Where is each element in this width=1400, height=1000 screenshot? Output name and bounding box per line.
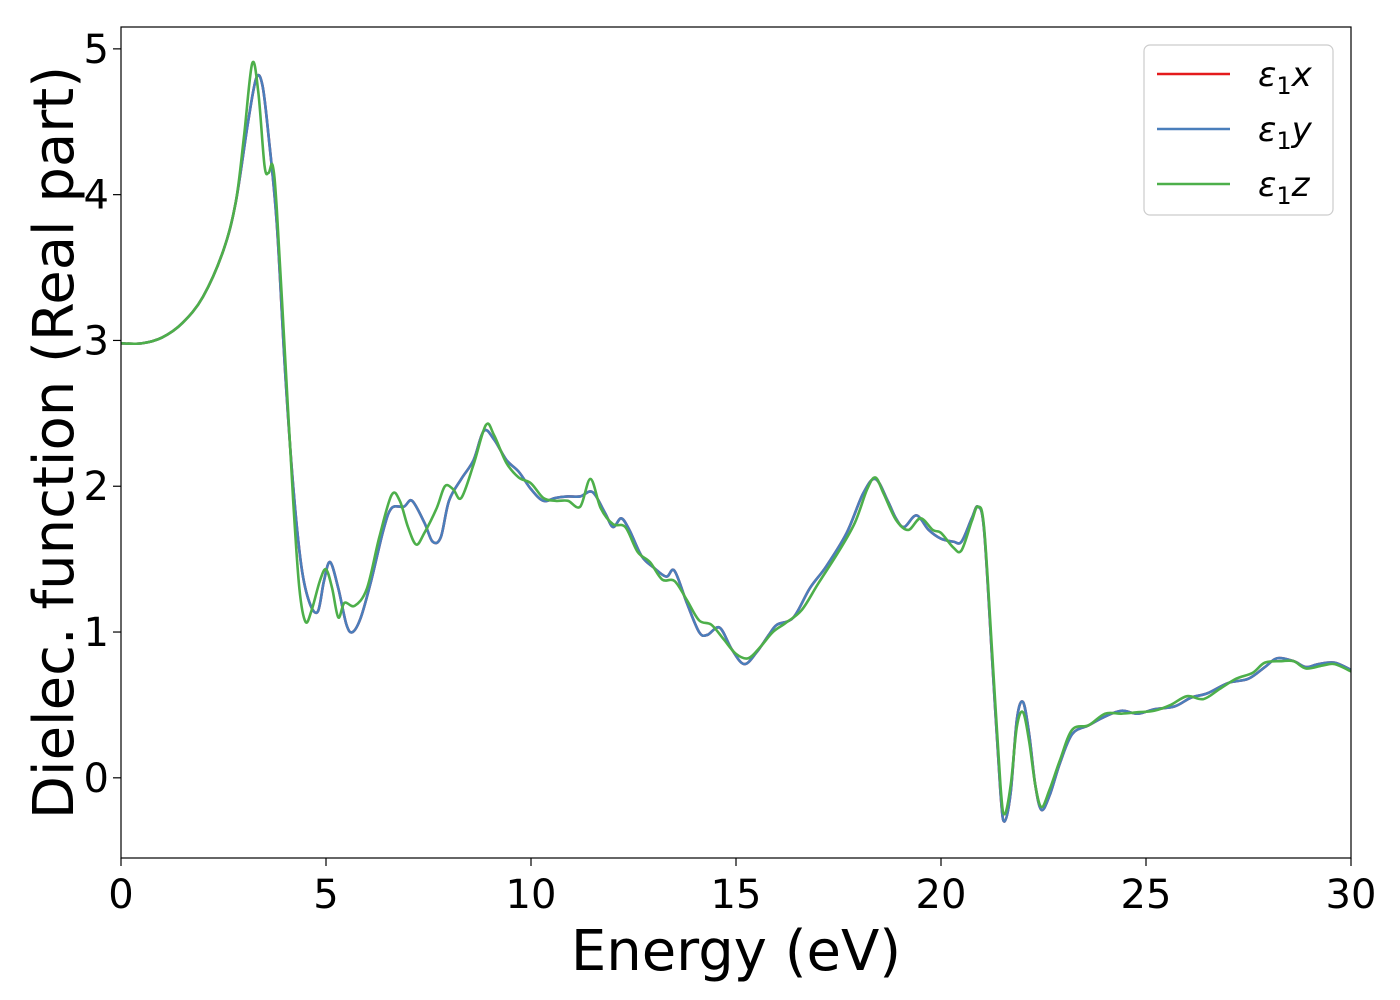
x-tick-label: 0 xyxy=(108,872,133,918)
y-tick-label: 4 xyxy=(84,173,109,219)
x-tick-label: 5 xyxy=(313,872,338,918)
legend-label-x: ε1x xyxy=(1258,55,1313,100)
x-axis-ticks: 0 5 10 15 20 25 30 xyxy=(108,858,1376,918)
legend-box xyxy=(1143,44,1334,216)
x-axis-label: Energy (eV) xyxy=(571,919,901,984)
y-axis-ticks: 0 1 2 3 4 5 xyxy=(84,27,121,802)
y-tick-label: 3 xyxy=(84,318,109,364)
y-tick-label: 0 xyxy=(84,756,109,802)
series-layer xyxy=(121,60,1351,823)
x-tick-label: 30 xyxy=(1326,872,1377,918)
legend: ε1x ε1y ε1z xyxy=(1143,44,1334,216)
legend-label-y: ε1y xyxy=(1258,110,1313,155)
series-line-z xyxy=(121,60,1351,816)
x-tick-label: 10 xyxy=(506,872,557,918)
x-tick-label: 15 xyxy=(711,872,762,918)
y-axis-label: Dielec. function (Real part) xyxy=(22,66,87,819)
y-tick-label: 2 xyxy=(84,464,109,510)
y-tick-label: 1 xyxy=(84,610,109,656)
x-tick-label: 25 xyxy=(1121,872,1172,918)
legend-label-z: ε1z xyxy=(1258,165,1311,210)
x-tick-label: 20 xyxy=(916,872,967,918)
y-tick-label: 5 xyxy=(84,27,109,73)
